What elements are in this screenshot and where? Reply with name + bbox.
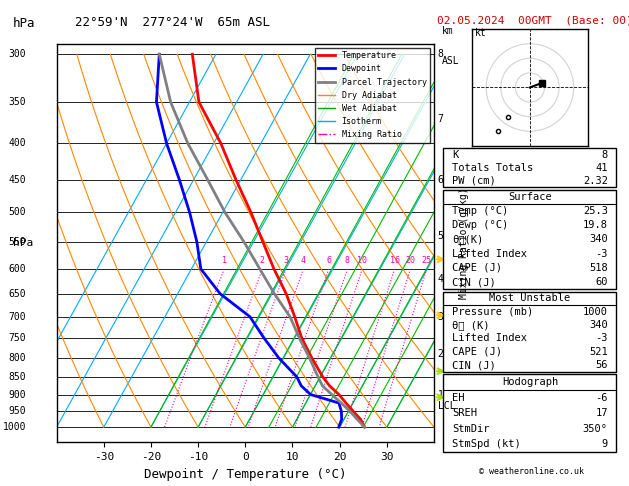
Text: 1: 1: [221, 256, 226, 265]
Text: 400: 400: [9, 139, 26, 148]
Text: hPa: hPa: [13, 17, 35, 30]
Text: Lifted Index: Lifted Index: [452, 333, 527, 344]
Text: km: km: [442, 26, 454, 36]
Text: 3: 3: [284, 256, 289, 265]
Text: 10: 10: [357, 256, 367, 265]
Text: 6: 6: [438, 175, 443, 185]
Text: 02.05.2024  00GMT  (Base: 00): 02.05.2024 00GMT (Base: 00): [437, 16, 629, 26]
Text: SREH: SREH: [452, 408, 477, 418]
Text: 521: 521: [589, 347, 608, 357]
Text: 8: 8: [601, 150, 608, 160]
Text: © weatheronline.co.uk: © weatheronline.co.uk: [479, 467, 584, 476]
Text: CAPE (J): CAPE (J): [452, 347, 502, 357]
Text: 19.8: 19.8: [583, 220, 608, 230]
Text: 2: 2: [438, 349, 443, 359]
Text: 950: 950: [9, 406, 26, 417]
Text: LCL: LCL: [438, 401, 455, 411]
Text: 1000: 1000: [3, 422, 26, 432]
Text: 340: 340: [589, 320, 608, 330]
X-axis label: Dewpoint / Temperature (°C): Dewpoint / Temperature (°C): [144, 468, 347, 481]
Text: 2: 2: [260, 256, 265, 265]
Text: 500: 500: [9, 208, 26, 217]
Text: StmSpd (kt): StmSpd (kt): [452, 439, 521, 449]
Text: 25.3: 25.3: [583, 206, 608, 216]
Text: ASL: ASL: [442, 56, 459, 66]
Text: EH: EH: [452, 393, 465, 402]
Text: 60: 60: [595, 277, 608, 287]
Text: 17: 17: [595, 408, 608, 418]
Text: Pressure (mb): Pressure (mb): [452, 307, 533, 317]
Text: Mixing Ratio (g/kg): Mixing Ratio (g/kg): [459, 187, 469, 299]
Text: 56: 56: [595, 360, 608, 370]
Text: 25: 25: [421, 256, 431, 265]
Text: 350°: 350°: [583, 424, 608, 434]
Text: 750: 750: [9, 333, 26, 343]
Text: 4: 4: [301, 256, 306, 265]
Text: 700: 700: [9, 312, 26, 322]
Text: StmDir: StmDir: [452, 424, 489, 434]
Text: Totals Totals: Totals Totals: [452, 163, 533, 173]
Text: 7: 7: [438, 114, 443, 124]
Text: 650: 650: [9, 289, 26, 299]
Text: 450: 450: [9, 175, 26, 185]
Text: Dewp (°C): Dewp (°C): [452, 220, 508, 230]
Text: 20: 20: [406, 256, 416, 265]
Text: 800: 800: [9, 353, 26, 363]
Text: 350: 350: [9, 97, 26, 107]
Text: 8: 8: [438, 49, 443, 59]
Text: θᴄ(K): θᴄ(K): [452, 234, 483, 244]
Text: CIN (J): CIN (J): [452, 277, 496, 287]
Text: 8: 8: [345, 256, 350, 265]
Text: CIN (J): CIN (J): [452, 360, 496, 370]
Text: 850: 850: [9, 372, 26, 382]
Text: 518: 518: [589, 263, 608, 273]
Text: 22°59'N  277°24'W  65m ASL: 22°59'N 277°24'W 65m ASL: [75, 16, 270, 29]
Text: -6: -6: [595, 393, 608, 402]
Text: θᴄ (K): θᴄ (K): [452, 320, 489, 330]
Text: 16: 16: [389, 256, 399, 265]
Text: Surface: Surface: [508, 191, 552, 202]
Text: 3: 3: [438, 312, 443, 322]
Text: 600: 600: [9, 264, 26, 274]
Text: 41: 41: [595, 163, 608, 173]
Text: 4: 4: [438, 274, 443, 284]
Text: 6: 6: [326, 256, 331, 265]
Text: 1000: 1000: [583, 307, 608, 317]
Text: kt: kt: [474, 29, 486, 38]
Text: CAPE (J): CAPE (J): [452, 263, 502, 273]
Text: Temp (°C): Temp (°C): [452, 206, 508, 216]
Text: Lifted Index: Lifted Index: [452, 248, 527, 259]
Legend: Temperature, Dewpoint, Parcel Trajectory, Dry Adiabat, Wet Adiabat, Isotherm, Mi: Temperature, Dewpoint, Parcel Trajectory…: [315, 48, 430, 142]
Text: 550: 550: [9, 237, 26, 247]
Text: 5: 5: [438, 231, 443, 241]
Text: 340: 340: [589, 234, 608, 244]
Text: Most Unstable: Most Unstable: [489, 293, 571, 303]
Text: 300: 300: [9, 49, 26, 59]
Text: -3: -3: [595, 333, 608, 344]
Text: Hodograph: Hodograph: [502, 377, 558, 387]
Text: PW (cm): PW (cm): [452, 175, 496, 186]
Text: hPa: hPa: [13, 238, 33, 248]
Text: 1: 1: [438, 389, 443, 399]
Text: -3: -3: [595, 248, 608, 259]
Text: K: K: [452, 150, 459, 160]
Text: 2.32: 2.32: [583, 175, 608, 186]
Text: 900: 900: [9, 389, 26, 399]
Text: 9: 9: [601, 439, 608, 449]
